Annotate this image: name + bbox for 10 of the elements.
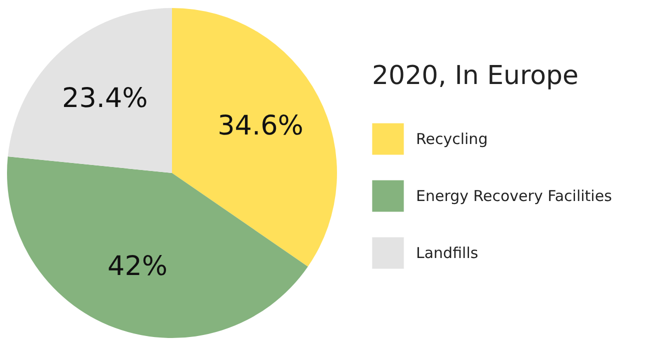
legend-label: Energy Recovery Facilities (416, 187, 612, 205)
legend-title: 2020, In Europe (372, 61, 579, 91)
legend-label: Landfills (416, 244, 478, 262)
legend-label: Recycling (416, 130, 488, 148)
pie-slice (7, 156, 308, 338)
pie-slice (172, 8, 337, 267)
data-label: 23.4% (62, 82, 148, 114)
data-label: 34.6% (218, 110, 304, 142)
pie-slice (8, 8, 172, 173)
data-label: 42% (108, 250, 168, 282)
